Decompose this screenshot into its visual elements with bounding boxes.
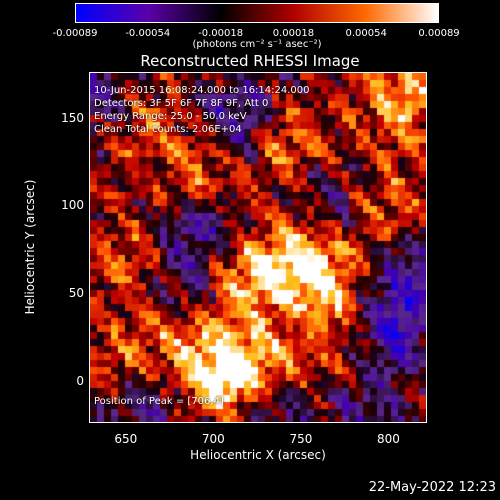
info-peak-position: Position of Peak = [706,4] [94, 396, 224, 407]
info-method-counts: Clean Total counts: 2.06E+04 [94, 124, 242, 135]
colorbar-gradient [75, 3, 439, 23]
x-tick-label: 650 [114, 432, 138, 446]
y-axis-label: Heliocentric Y (arcsec) [23, 179, 37, 315]
plot-area: 10-Jun-2015 16:08:24.000 to 16:14:24.000… [89, 72, 427, 423]
colorbar-tick-label: 0.00018 [272, 28, 315, 39]
x-tick-label: 800 [377, 432, 400, 446]
y-tick-label: 150 [61, 110, 84, 125]
info-detectors: Detectors: 3F 5F 6F 7F 8F 9F, Att 0 [94, 98, 269, 109]
plot-timestamp: 22-May-2022 12:23 [368, 480, 496, 495]
info-energy-range: Energy Range: 25.0 - 50.0 keV [94, 111, 247, 122]
y-tick-label: 50 [68, 286, 84, 301]
y-tick-label: 100 [61, 198, 84, 213]
y-tick-label: 0 [76, 373, 84, 388]
chart-title: Reconstructed RHESSI Image [140, 52, 360, 70]
colorbar-units-label: (photons cm⁻² s⁻¹ asec⁻²) [192, 39, 322, 50]
info-time-range: 10-Jun-2015 16:08:24.000 to 16:14:24.000 [94, 85, 310, 96]
colorbar-tick-label: 0.00089 [418, 28, 460, 39]
colorbar-tick-label: -0.00018 [198, 28, 244, 39]
colorbar-tick-label: -0.00089 [52, 28, 98, 39]
colorbar-tick-label: 0.00054 [345, 28, 387, 39]
heatmap-image [90, 73, 426, 422]
x-tick-label: 700 [201, 432, 225, 446]
colorbar-tick-label: -0.00054 [125, 28, 171, 39]
x-tick-label: 750 [289, 432, 313, 446]
x-axis-label: Heliocentric X (arcsec) [190, 448, 326, 462]
